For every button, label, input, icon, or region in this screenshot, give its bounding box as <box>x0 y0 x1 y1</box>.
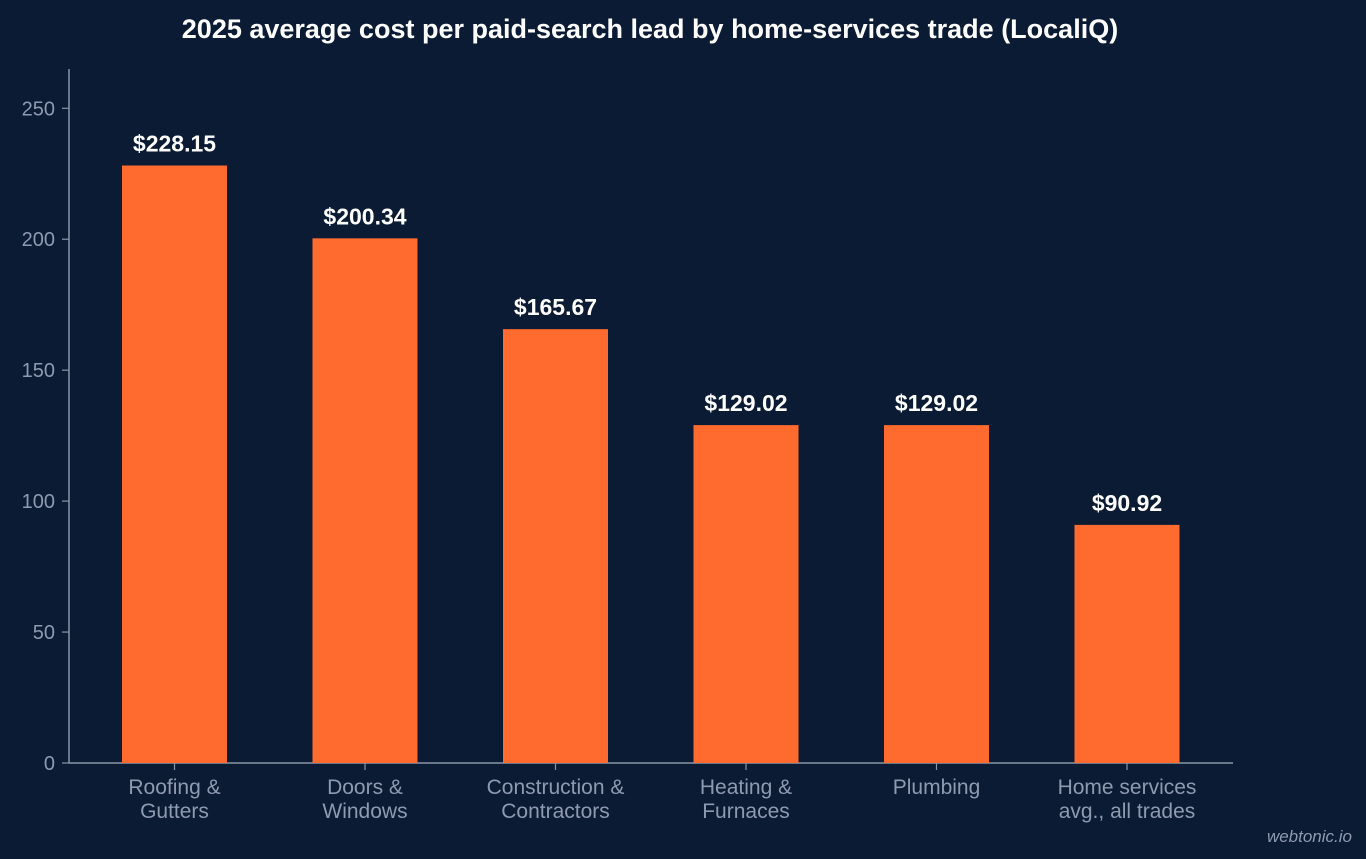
bar-value-label: $129.02 <box>895 390 978 416</box>
bar-value-label: $228.15 <box>133 131 216 157</box>
y-tick-label: 100 <box>22 491 55 513</box>
bar <box>503 329 608 763</box>
y-tick-label: 250 <box>22 98 55 120</box>
bar-series <box>122 165 1180 764</box>
x-tick-label: Roofing & Gutters <box>128 776 220 823</box>
bar <box>312 238 418 763</box>
bar-value-label: $129.02 <box>704 390 787 416</box>
x-tick-label: Construction & Contractors <box>487 776 625 823</box>
y-tick-label: 50 <box>33 622 55 644</box>
bar-value-label: $200.34 <box>323 203 406 229</box>
y-tick-label: 200 <box>22 229 55 251</box>
x-tick-label: Doors & Windows <box>322 776 407 823</box>
chart-title: 2025 average cost per paid-search lead b… <box>182 14 1118 44</box>
bar <box>1074 524 1180 763</box>
x-tick-label: Plumbing <box>893 776 981 799</box>
y-tick-label: 0 <box>44 753 55 775</box>
y-axis: 0 50 100 150 200 250 <box>22 69 70 775</box>
watermark-text: webtonic.io <box>1266 827 1352 846</box>
x-tick-label: Home services avg., all trades <box>1058 776 1197 823</box>
x-axis: Roofing & Gutters Doors & Windows Constructi… <box>69 762 1233 823</box>
bar-value-label: $90.92 <box>1092 490 1162 516</box>
bar <box>884 425 989 763</box>
data-labels: $228.15 $200.34 $165.67 $129.02 $129.02 $90.9… <box>133 131 1162 516</box>
bar <box>693 425 799 763</box>
bar-value-label: $165.67 <box>514 294 597 320</box>
y-tick-label: 150 <box>22 360 55 382</box>
x-tick-label: Heating & Furnaces <box>700 776 792 823</box>
bar <box>122 165 227 764</box>
